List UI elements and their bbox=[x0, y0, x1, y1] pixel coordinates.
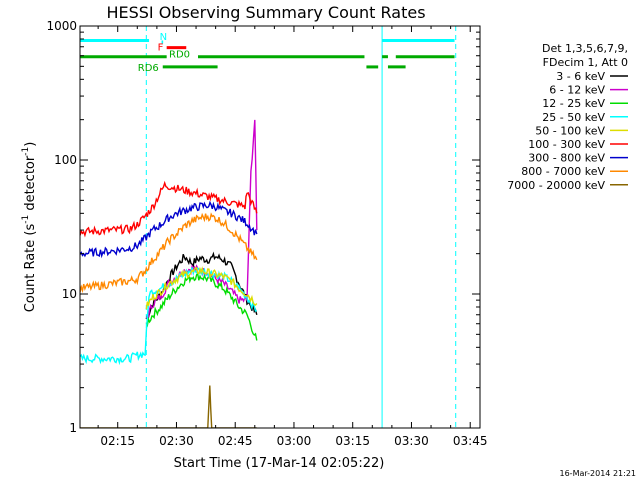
series-line-4 bbox=[145, 266, 258, 310]
legend-label: 7000 - 20000 keV bbox=[507, 179, 605, 192]
x-tick-label: 02:15 bbox=[100, 434, 135, 448]
flag-label: N bbox=[160, 32, 167, 43]
y-tick-label: 100 bbox=[54, 153, 77, 167]
x-tick-label: 03:30 bbox=[394, 434, 429, 448]
flag-label: F bbox=[158, 43, 164, 54]
chart-title: HESSI Observing Summary Count Rates bbox=[106, 3, 425, 22]
series-line-5 bbox=[80, 180, 258, 238]
y-tick-label: 1 bbox=[69, 421, 77, 435]
legend: Det 1,3,5,6,7,9, FDecim 1, Att 0 3 - 6 k… bbox=[507, 42, 628, 192]
x-tick-label: 03:45 bbox=[453, 434, 488, 448]
x-axis-label: Start Time (17-Mar-14 02:05:22) bbox=[174, 456, 385, 471]
x-tick-label: 03:00 bbox=[277, 434, 312, 448]
legend-label: 6 - 12 keV bbox=[549, 84, 605, 97]
legend-title-line-2: FDecim 1, Att 0 bbox=[543, 56, 628, 69]
plot-frame bbox=[79, 25, 481, 429]
legend-title-line-1: Det 1,3,5,6,7,9, bbox=[542, 42, 628, 55]
legend-label: 50 - 100 keV bbox=[535, 124, 605, 137]
x-tick-label: 02:45 bbox=[218, 434, 253, 448]
legend-label: 3 - 6 keV bbox=[556, 70, 605, 83]
legend-label: 12 - 25 keV bbox=[542, 97, 605, 110]
series-line-6 bbox=[80, 200, 258, 259]
series-line-8 bbox=[80, 385, 257, 428]
y-axis-label: Count Rate (s-1 detector-1) bbox=[21, 142, 38, 313]
flag-label: RD0 bbox=[169, 50, 190, 61]
legend-label: 300 - 800 keV bbox=[528, 152, 605, 165]
footer-timestamp: 16-Mar-2014 21:21 bbox=[560, 469, 637, 478]
y-tick-label: 1000 bbox=[46, 19, 77, 33]
legend-label: 25 - 50 keV bbox=[542, 111, 605, 124]
flag-label: RD6 bbox=[138, 63, 159, 74]
x-tick-label: 03:15 bbox=[335, 434, 370, 448]
series-line-2 bbox=[145, 272, 258, 341]
series-line-7 bbox=[80, 212, 258, 294]
legend-label: 800 - 7000 keV bbox=[521, 165, 605, 178]
legend-label: 100 - 300 keV bbox=[528, 138, 605, 151]
y-tick-label: 10 bbox=[62, 287, 77, 301]
x-tick-label: 02:30 bbox=[159, 434, 194, 448]
